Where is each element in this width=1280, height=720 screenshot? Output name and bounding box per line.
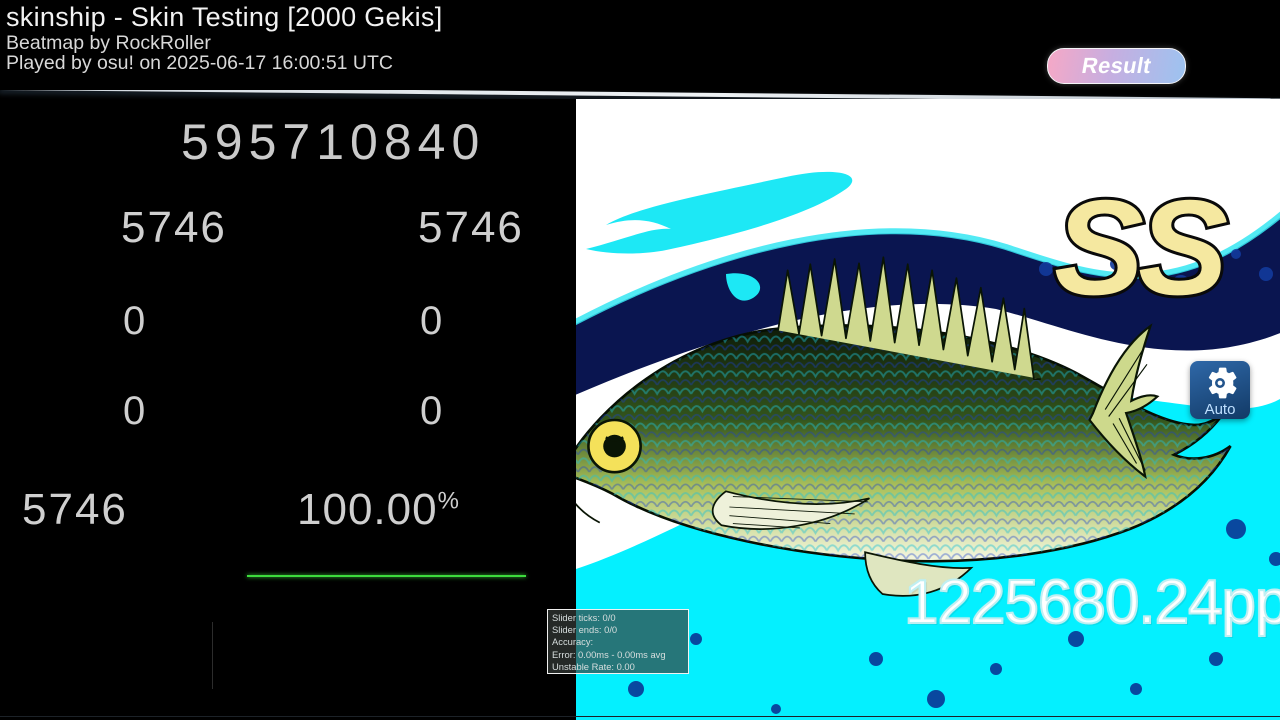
svg-text:SS: SS <box>1054 172 1227 323</box>
